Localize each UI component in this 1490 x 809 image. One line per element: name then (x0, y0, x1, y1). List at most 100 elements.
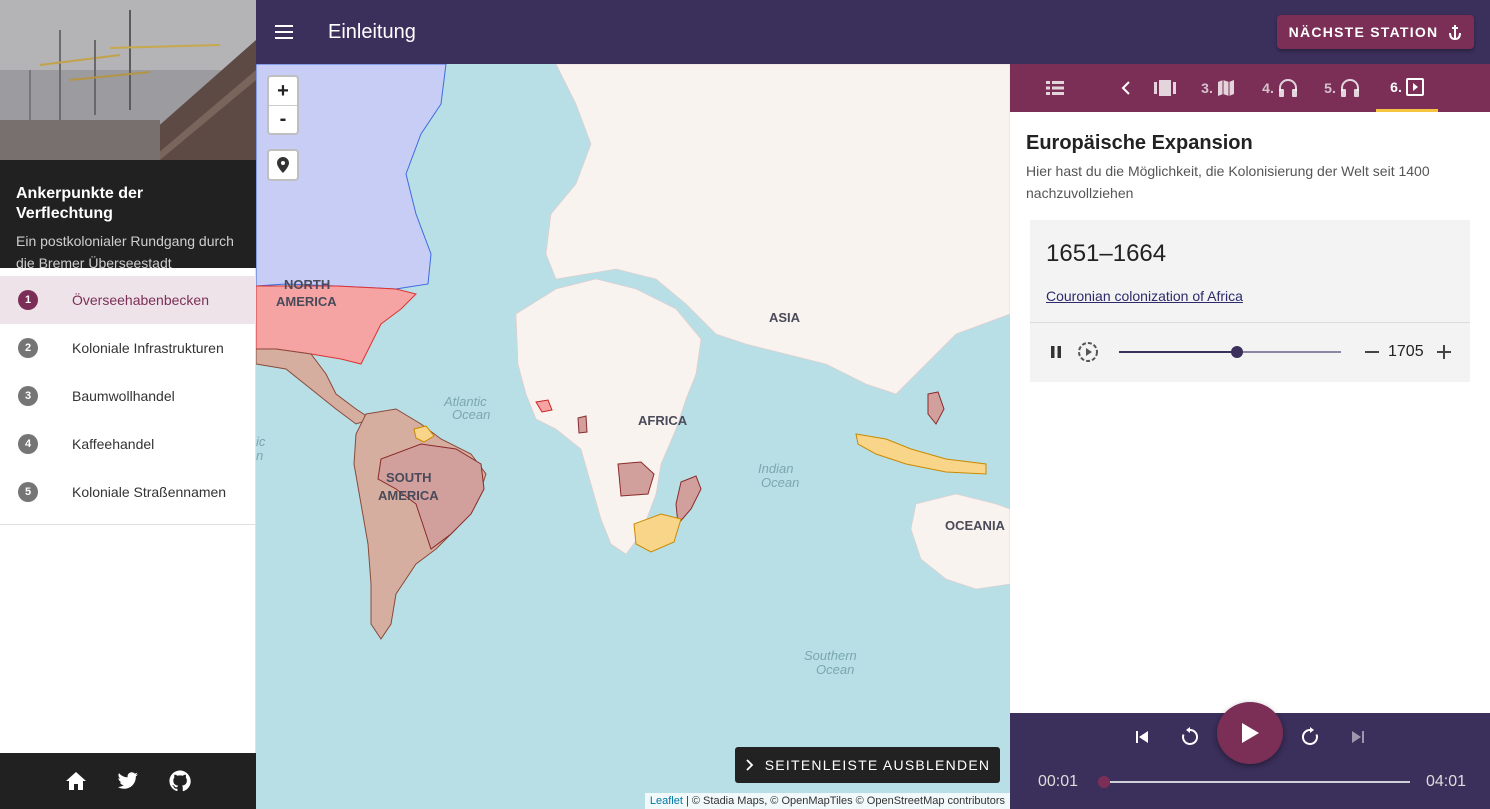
tab-number: 5. (1324, 80, 1336, 96)
chevron-left-icon (1121, 81, 1130, 95)
nav-divider (0, 524, 256, 525)
autoplay-button[interactable] (1077, 341, 1099, 363)
skip-next-button[interactable] (1344, 723, 1372, 751)
skip-previous-button[interactable] (1128, 723, 1156, 751)
station-label: Överseehabenbecken (72, 292, 209, 308)
page-title: Einleitung (328, 21, 416, 43)
label-atlantic-1: Atlantic (443, 394, 487, 409)
event-link[interactable]: Couronian colonization of Africa (1046, 288, 1243, 304)
play-button[interactable] (1217, 702, 1283, 764)
region-east-indies (855, 433, 987, 475)
station-label: Koloniale Straßennamen (72, 484, 227, 500)
station-list: 1 Överseehabenbecken 2 Koloniale Infrast… (0, 276, 256, 516)
card-divider (1030, 322, 1470, 323)
progress-track[interactable] (1104, 781, 1410, 783)
land-africa (515, 278, 702, 555)
sidebar-footer (0, 753, 256, 809)
harbor-cranes-image (0, 0, 256, 160)
pause-button[interactable] (1045, 341, 1067, 363)
tab-4[interactable]: 4. (1258, 64, 1302, 112)
menu-icon[interactable] (272, 20, 296, 44)
label-edge-1: ic (256, 434, 266, 449)
map-icon (1217, 80, 1234, 96)
header-photo (0, 0, 256, 160)
twitter-icon[interactable] (113, 766, 143, 796)
station-item-5[interactable]: 5 Koloniale Straßennamen (0, 468, 256, 516)
slow-motion-icon (1078, 342, 1098, 362)
top-app-bar: Einleitung NÄCHSTE STATION (256, 0, 1490, 64)
forward-icon (1301, 727, 1318, 745)
station-label: Kaffeehandel (72, 436, 155, 452)
label-indian-2: Ocean (761, 475, 799, 490)
headphones-icon (1278, 79, 1297, 97)
panel-description: Hier hast du die Möglichkeit, die Koloni… (1026, 163, 1430, 201)
year-range: 1651–1664 (1046, 240, 1167, 267)
label-indian-1: Indian (758, 461, 793, 476)
app-subtitle: Ein postkolonialer Rundgang durch die Br… (16, 233, 234, 271)
tab-number: 3. (1201, 80, 1213, 96)
station-item-2[interactable]: 2 Koloniale Infrastrukturen (0, 324, 256, 372)
station-item-1[interactable]: 1 Överseehabenbecken (0, 276, 256, 324)
leaflet-link[interactable]: Leaflet (649, 795, 683, 807)
github-icon[interactable] (165, 766, 195, 796)
forward-button[interactable] (1296, 723, 1324, 751)
region-senegal (535, 399, 553, 413)
plus-icon (1437, 345, 1451, 359)
attribution-text: | © Stadia Maps, © OpenMapTiles © OpenSt… (682, 795, 1005, 807)
tab-number: 6. (1390, 78, 1402, 95)
region-angola (617, 461, 655, 497)
station-number: 5 (18, 482, 38, 502)
current-time: 00:01 (1038, 773, 1079, 790)
tab-previous[interactable] (1114, 64, 1138, 112)
label-edge-2: n (256, 448, 263, 463)
map-tiles: NORTH AMERICA SOUTH AMERICA ASIA AFRICA … (256, 64, 1010, 809)
year-slider-thumb[interactable] (1230, 346, 1243, 358)
station-tab-bar: 3. 4. 5. 6. (1010, 64, 1490, 112)
region-canada (256, 64, 447, 290)
timeline-card: 1651–1664 Couronian colonization of Afri… (1030, 220, 1470, 382)
anchor-icon (1449, 25, 1462, 40)
station-number: 4 (18, 434, 38, 454)
land-eurasia (545, 64, 1010, 395)
next-station-button[interactable]: NÄCHSTE STATION (1277, 15, 1474, 49)
list-icon (1046, 81, 1064, 95)
zoom-in-button[interactable]: + (277, 79, 289, 102)
increment-year-button[interactable] (1433, 341, 1455, 363)
video-icon (1405, 77, 1424, 96)
locate-button[interactable] (267, 149, 299, 181)
label-north-america-2: AMERICA (276, 294, 337, 309)
play-icon (1242, 723, 1259, 743)
minus-icon (1365, 351, 1379, 353)
sidebar-header: Ankerpunkte der Verflechtung Ein postkol… (0, 160, 256, 271)
label-southern-1: Southern (804, 648, 857, 663)
decrement-year-button[interactable] (1361, 341, 1383, 363)
replay-button[interactable] (1176, 723, 1204, 751)
station-label: Koloniale Infrastrukturen (72, 340, 224, 356)
station-item-3[interactable]: 3 Baumwollhandel (0, 372, 256, 420)
progress-thumb[interactable] (1098, 776, 1110, 788)
label-south-america-2: AMERICA (378, 488, 439, 503)
tab-5[interactable]: 5. (1320, 64, 1364, 112)
hide-sidebar-button[interactable]: SEITENLEISTE AUSBLENDEN (735, 747, 1000, 783)
year-slider-rest (1236, 351, 1341, 353)
sidebar: Ankerpunkte der Verflechtung Ein postkol… (0, 0, 256, 809)
total-time: 04:01 (1426, 773, 1467, 790)
tab-gallery[interactable] (1150, 64, 1180, 112)
headphones-icon (1340, 79, 1359, 97)
tab-list[interactable] (1040, 64, 1070, 112)
tab-6[interactable]: 6. (1376, 64, 1438, 112)
map-attribution: Leaflet | © Stadia Maps, © OpenMapTiles … (644, 793, 1010, 809)
land-australia (910, 493, 1010, 590)
zoom-out-button[interactable]: - (269, 105, 297, 133)
year-slider-track[interactable] (1119, 351, 1341, 353)
tab-3[interactable]: 3. (1196, 64, 1240, 112)
station-item-4[interactable]: 4 Kaffeehandel (0, 420, 256, 468)
label-atlantic-2: Ocean (452, 407, 490, 422)
home-icon[interactable] (61, 766, 91, 796)
location-pin-icon (277, 157, 289, 173)
hide-sidebar-label: SEITENLEISTE AUSBLENDEN (764, 757, 991, 773)
pause-icon (1051, 346, 1061, 358)
label-asia: ASIA (769, 310, 801, 325)
world-map[interactable]: NORTH AMERICA SOUTH AMERICA ASIA AFRICA … (256, 64, 1010, 809)
region-south-africa (633, 513, 682, 553)
